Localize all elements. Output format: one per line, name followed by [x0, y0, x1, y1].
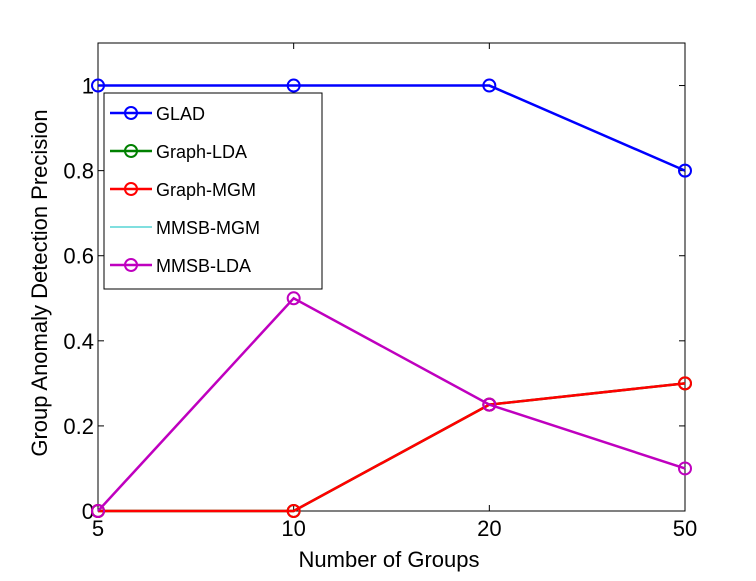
data-point: [286, 504, 301, 518]
data-point: [482, 78, 497, 93]
y-tick-label: 0: [82, 499, 94, 524]
legend-item: Graph-LDA: [110, 142, 247, 162]
legend-item: MMSB-MGM: [110, 218, 260, 238]
legend-marker: [124, 144, 138, 158]
y-tick-label: 0.2: [63, 414, 94, 439]
axis-ticks: 5 10 20 50 0 0.2 0.4 0.6 0.8 1: [63, 43, 697, 541]
data-point: [286, 78, 301, 93]
data-point: [286, 291, 301, 306]
y-tick-label: 0.6: [63, 244, 94, 269]
legend-label: MMSB-LDA: [156, 256, 251, 276]
series-line: [98, 382, 686, 513]
y-tick-label: 1: [82, 74, 94, 99]
legend-marker: [124, 182, 138, 196]
series-layer: [91, 78, 692, 518]
series-glad: [91, 78, 692, 178]
data-point: [91, 78, 105, 93]
data-point: [91, 504, 105, 518]
legend-marker: [124, 258, 138, 272]
x-tick-label: 10: [281, 516, 305, 541]
data-point: [678, 163, 692, 178]
x-axis-label: Number of Groups: [299, 547, 480, 572]
x-tick-label: 50: [673, 516, 697, 541]
legend: GLAD Graph-LDA Graph-MGM MMSB-MGM MMSB-LDA: [103, 92, 323, 290]
series-mmsb-lda: [91, 291, 692, 518]
legend-label: Graph-LDA: [156, 142, 247, 162]
legend-box: [103, 92, 323, 290]
legend-item: GLAD: [110, 104, 205, 124]
series-line: [97, 296, 686, 512]
series-line: [98, 84, 686, 172]
y-tick-label: 0.4: [63, 329, 94, 354]
y-axis-label: Group Anomaly Detection Precision: [27, 109, 52, 456]
legend-item: MMSB-LDA: [110, 256, 251, 276]
legend-label: MMSB-MGM: [156, 218, 260, 238]
x-tick-label: 20: [477, 516, 501, 541]
legend-marker: [124, 106, 138, 120]
legend-item: Graph-MGM: [110, 180, 256, 200]
legend-label: GLAD: [156, 104, 205, 124]
data-point: [678, 376, 692, 391]
y-tick-label: 0.8: [63, 159, 94, 184]
legend-label: Graph-MGM: [156, 180, 256, 200]
data-point: [482, 397, 497, 412]
data-point: [678, 461, 692, 476]
x-tick-label: 5: [92, 516, 104, 541]
